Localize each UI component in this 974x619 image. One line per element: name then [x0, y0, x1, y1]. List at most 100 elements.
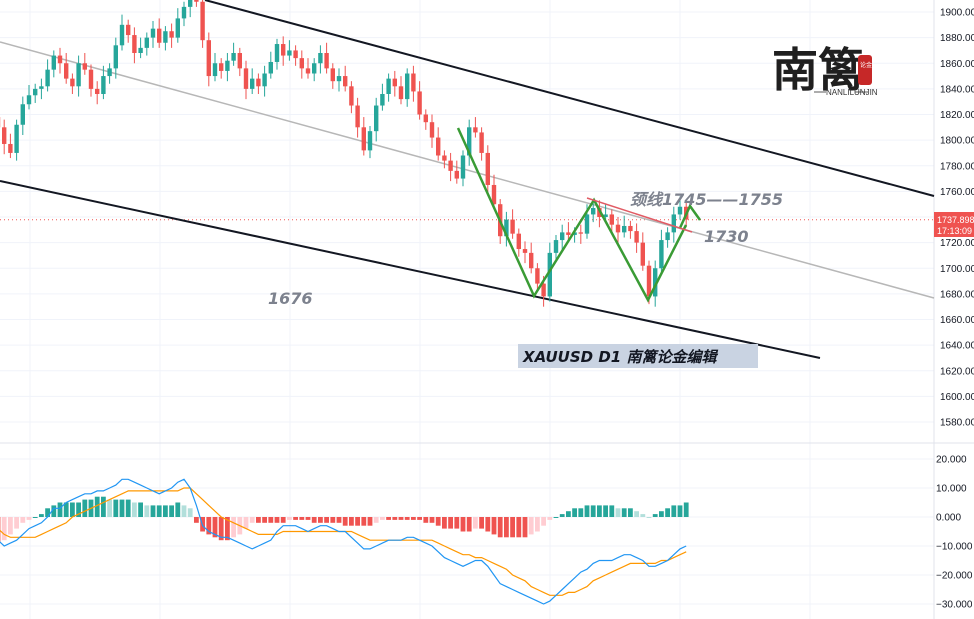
candle-body[interactable] [405, 73, 410, 100]
candle-body[interactable] [82, 63, 87, 70]
candle-body[interactable] [467, 127, 472, 156]
candle-body[interactable] [101, 76, 106, 94]
candle-body[interactable] [157, 28, 162, 43]
candle-body[interactable] [26, 95, 32, 105]
candle-body[interactable] [126, 24, 131, 36]
candle-body[interactable] [132, 35, 137, 53]
candle-body[interactable] [628, 225, 633, 232]
candle-body[interactable] [225, 60, 230, 71]
candle-body[interactable] [219, 63, 224, 71]
candle-body[interactable] [423, 114, 428, 123]
candle-body[interactable] [33, 88, 38, 96]
candle-body[interactable] [274, 44, 280, 62]
candle-body[interactable] [367, 131, 373, 151]
candle-body[interactable] [646, 265, 652, 297]
candle-body[interactable] [442, 155, 447, 161]
candle-body[interactable] [200, 1, 205, 41]
candle-body[interactable] [634, 231, 639, 243]
candle-body[interactable] [39, 86, 44, 89]
candlesticks[interactable] [0, 0, 689, 307]
candle-body[interactable] [671, 214, 676, 233]
candle-body[interactable] [677, 206, 683, 215]
candle-body[interactable] [144, 37, 149, 48]
candle-body[interactable] [212, 63, 218, 77]
candle-body[interactable] [150, 28, 156, 38]
candle-body[interactable] [57, 55, 63, 64]
candle-body[interactable] [107, 68, 112, 77]
candle-body[interactable] [398, 86, 404, 100]
candle-body[interactable] [268, 61, 273, 74]
candle-body[interactable] [243, 68, 249, 89]
candle-body[interactable] [417, 91, 422, 115]
candle-body[interactable] [622, 225, 627, 233]
candle-body[interactable] [138, 47, 143, 53]
candle-body[interactable] [64, 63, 69, 79]
candle-body[interactable] [194, 0, 199, 2]
candle-body[interactable] [336, 76, 342, 82]
candle-body[interactable] [299, 58, 304, 69]
candle-body[interactable] [312, 63, 317, 74]
candle-body[interactable] [51, 55, 56, 70]
candle-body[interactable] [516, 233, 521, 250]
candle-body[interactable] [572, 232, 577, 235]
candle-body[interactable] [262, 73, 267, 87]
candle-body[interactable] [491, 184, 497, 205]
candle-body[interactable] [603, 214, 608, 217]
candle-body[interactable] [119, 24, 125, 46]
candle-body[interactable] [256, 78, 261, 87]
candle-body[interactable] [454, 170, 459, 179]
candle-body[interactable] [535, 268, 540, 284]
candle-body[interactable] [386, 78, 391, 94]
candle-body[interactable] [343, 76, 348, 87]
candle-body[interactable] [411, 73, 416, 92]
candle-body[interactable] [250, 78, 255, 89]
candle-body[interactable] [653, 268, 658, 297]
candle-body[interactable] [479, 132, 484, 153]
candle-body[interactable] [287, 50, 292, 56]
candle-body[interactable] [436, 137, 441, 156]
candle-body[interactable] [76, 63, 81, 87]
candle-body[interactable] [361, 127, 366, 151]
candle-body[interactable] [473, 127, 478, 133]
candle-body[interactable] [113, 45, 118, 69]
candle-body[interactable] [510, 219, 515, 234]
candle-body[interactable] [609, 214, 614, 225]
candle-body[interactable] [206, 40, 211, 77]
candle-body[interactable] [529, 252, 534, 269]
candle-body[interactable] [163, 31, 168, 43]
candle-body[interactable] [181, 6, 187, 19]
candle-body[interactable] [591, 208, 596, 215]
candle-body[interactable] [553, 240, 559, 253]
candle-body[interactable] [460, 155, 466, 179]
candle-body[interactable] [70, 78, 75, 87]
candle-body[interactable] [349, 86, 354, 106]
candle-body[interactable] [2, 127, 7, 144]
candle-body[interactable] [355, 105, 360, 128]
candle-body[interactable] [305, 68, 311, 74]
candle-body[interactable] [330, 68, 335, 82]
candle-body[interactable] [522, 249, 528, 253]
candle-body[interactable] [560, 232, 565, 241]
candle-body[interactable] [293, 50, 298, 59]
candle-body[interactable] [188, 0, 193, 7]
candle-body[interactable] [374, 105, 379, 132]
candle-body[interactable] [448, 160, 453, 171]
candle-body[interactable] [504, 219, 509, 237]
candle-body[interactable] [578, 232, 583, 234]
candle-body[interactable] [237, 53, 242, 69]
candle-body[interactable] [95, 88, 100, 94]
candle-body[interactable] [88, 69, 94, 89]
candle-body[interactable] [380, 94, 385, 106]
candle-body[interactable] [169, 31, 174, 38]
candle-body[interactable] [541, 283, 546, 297]
candle-body[interactable] [429, 122, 435, 138]
candle-body[interactable] [20, 104, 25, 125]
candle-body[interactable] [45, 69, 50, 87]
candle-body[interactable] [281, 44, 286, 56]
candle-body[interactable] [547, 252, 552, 297]
candle-body[interactable] [584, 214, 590, 234]
macd-axis[interactable]: 20.000 10.000 0.000 −10.000 −20.000 −30.000 [936, 455, 973, 611]
candle-body[interactable] [485, 152, 490, 185]
candle-body[interactable] [566, 232, 571, 235]
